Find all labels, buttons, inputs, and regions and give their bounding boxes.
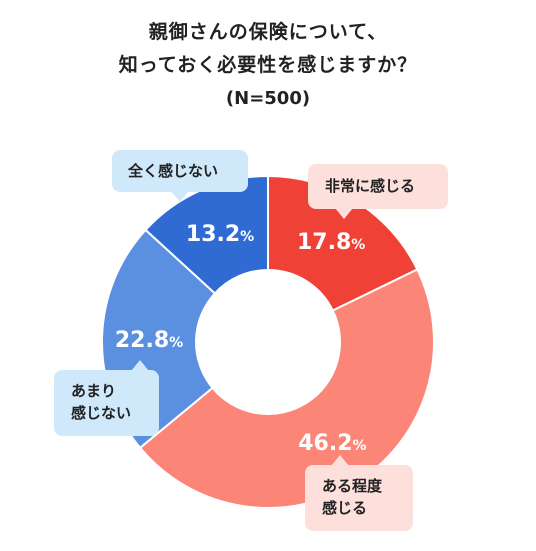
callout-somewhat-line1: ある程度	[322, 477, 383, 495]
callout-not-much-line2: 感じない	[71, 404, 132, 422]
data-label-somewhat: 46.2%	[298, 431, 366, 456]
donut-slice-somewhat	[138, 268, 435, 509]
data-label-not-much: 22.8%	[115, 328, 183, 353]
callout-somewhat-line2: 感じる	[322, 499, 368, 517]
callout-not-much: あまり 感じない	[54, 370, 159, 436]
callout-not-much-tail	[131, 360, 149, 371]
callout-not-much-line1: あまり	[71, 382, 117, 400]
callout-somewhat-tail	[331, 455, 349, 466]
data-label-not-at-all: 13.2%	[186, 222, 254, 247]
callout-very-much-tail	[335, 208, 353, 219]
chart-title-block: 親御さんの保険について、 知っておく必要性を感じますか？ (N=500)	[0, 16, 536, 114]
donut-slice-not-at-all	[144, 174, 269, 295]
chart-title-line-1: 親御さんの保険について、	[148, 21, 388, 43]
callout-not-at-all-tail	[171, 191, 189, 202]
callout-very-much: 非常に感じる	[308, 164, 448, 209]
chart-title-line-2: 知っておく必要性を感じますか？	[118, 54, 418, 76]
callout-not-at-all-label: 全く感じない	[128, 162, 219, 180]
chart-subtitle: (N=500)	[225, 88, 311, 109]
callout-not-at-all: 全く感じない	[112, 150, 248, 192]
callout-very-much-label: 非常に感じる	[325, 177, 416, 195]
callout-somewhat: ある程度 感じる	[305, 465, 413, 531]
data-label-very-much: 17.8%	[297, 230, 365, 255]
